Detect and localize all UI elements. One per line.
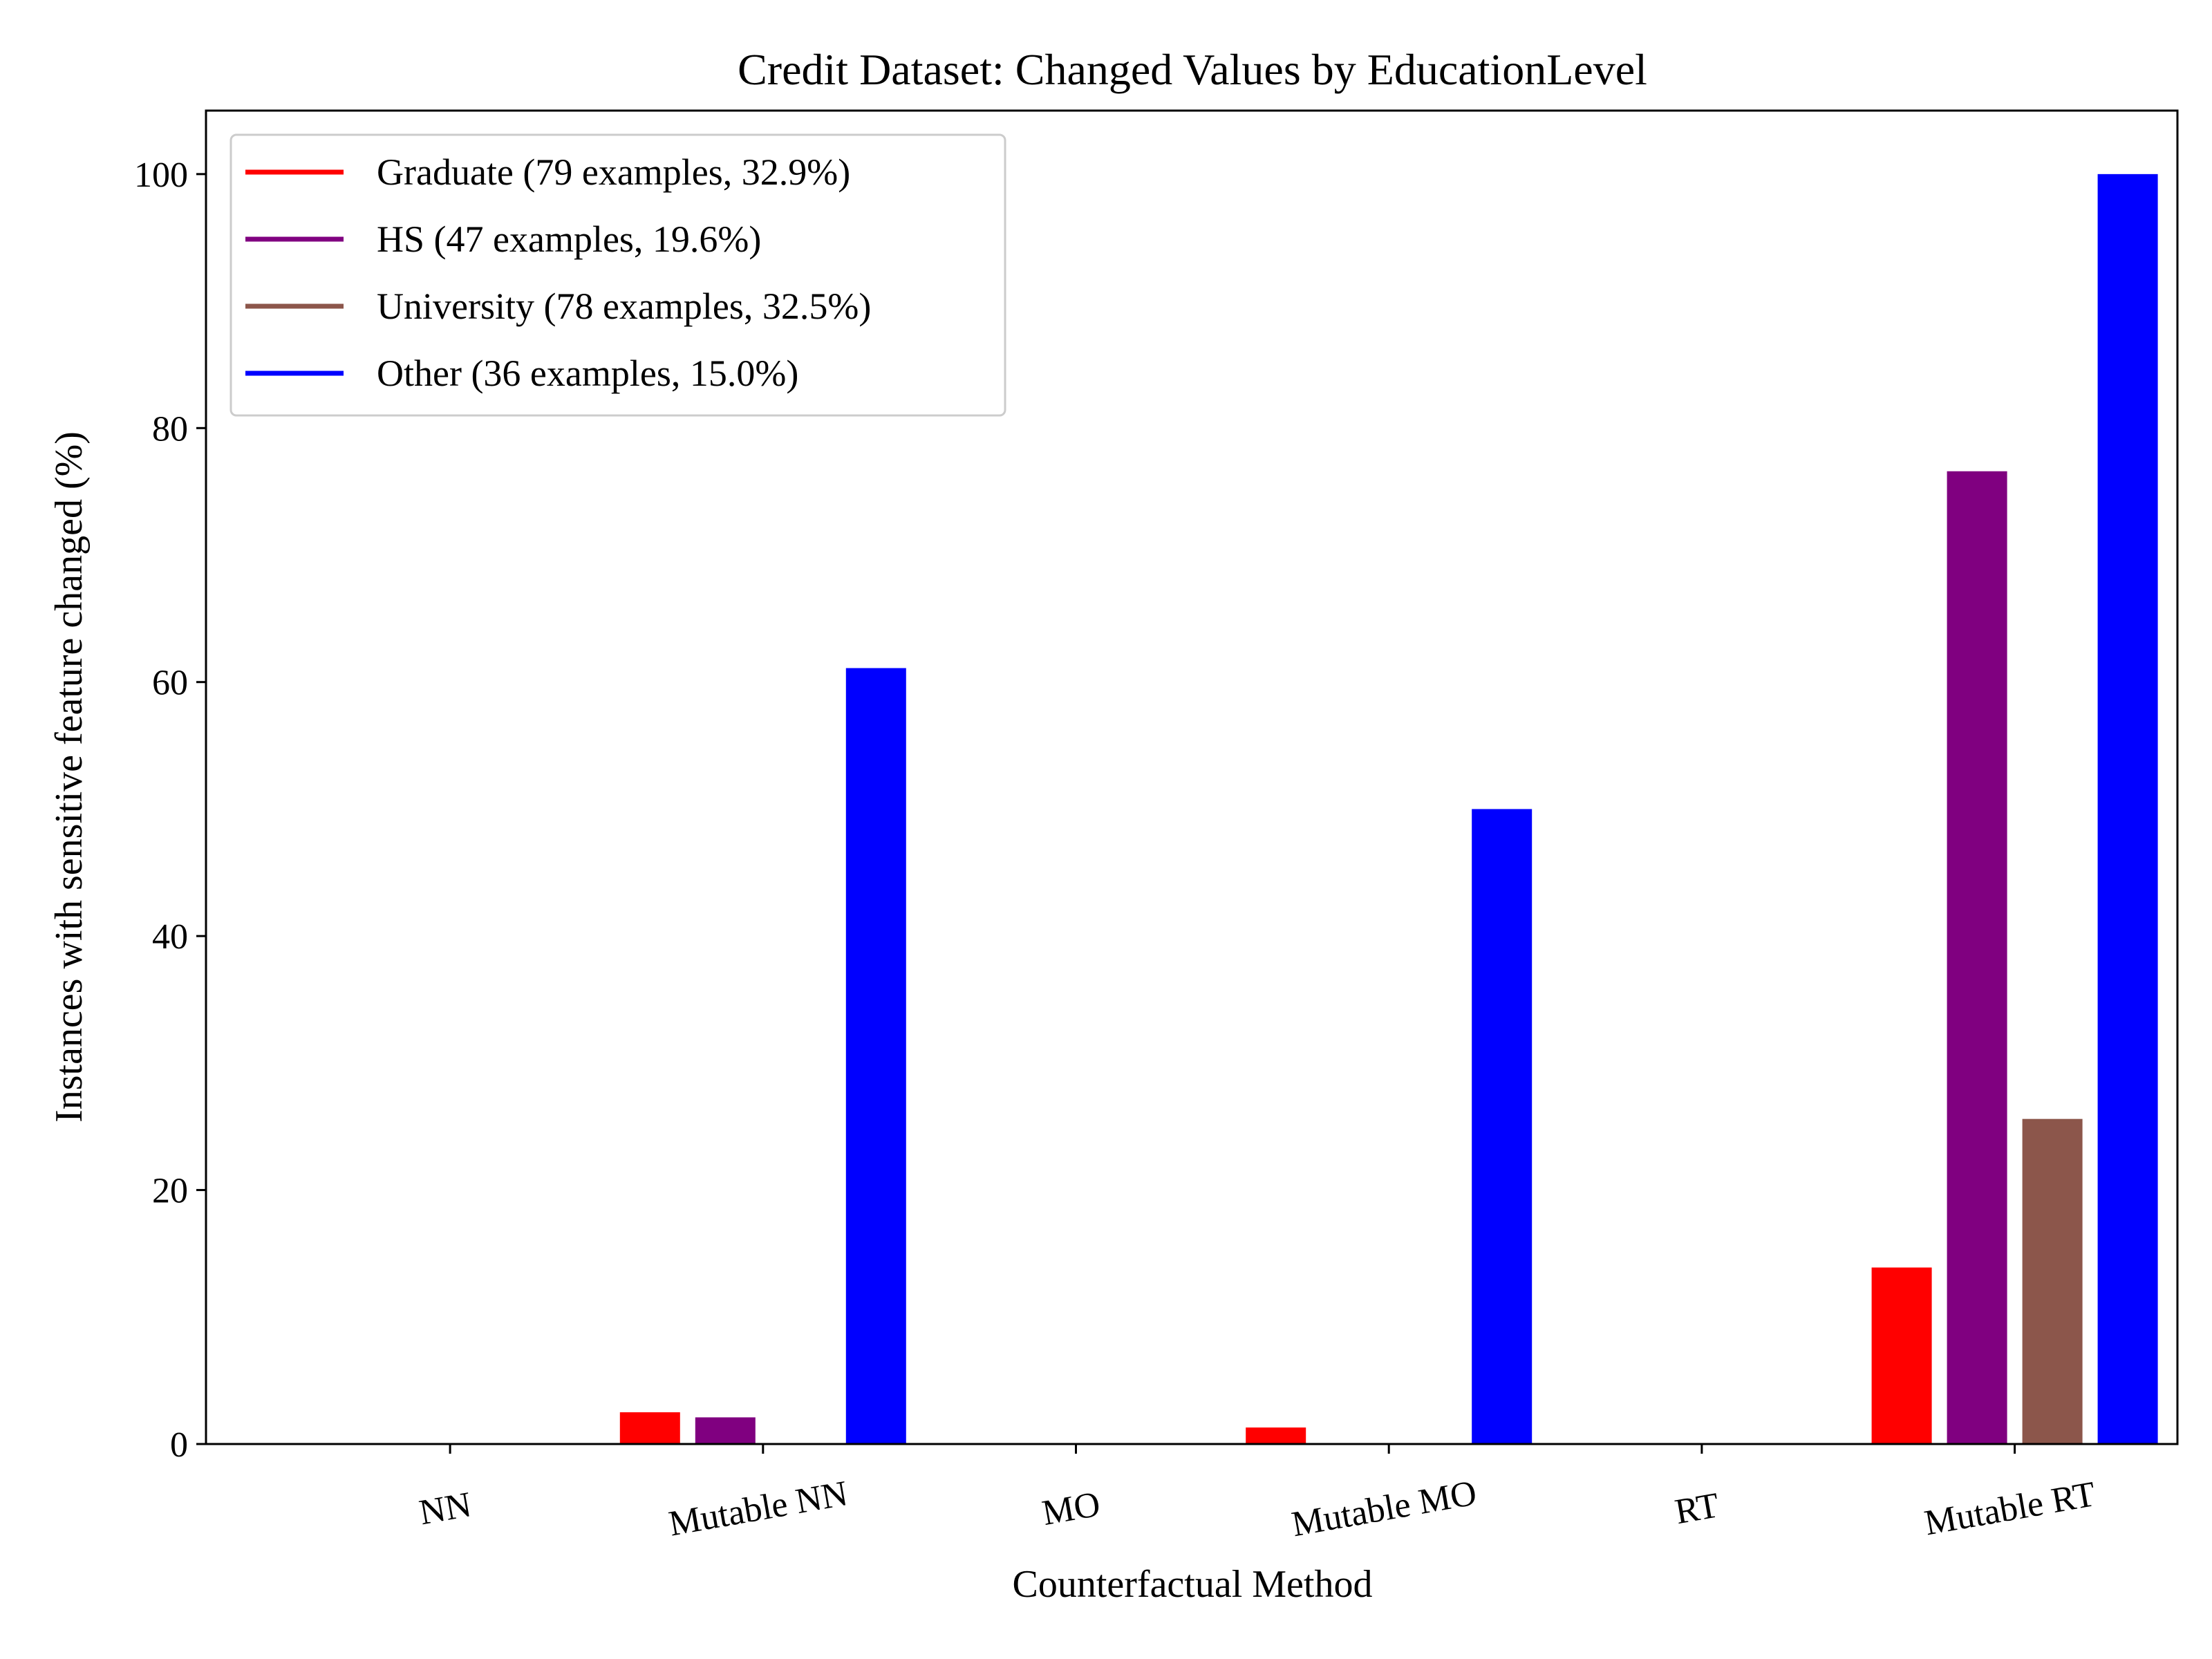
bar [619, 1412, 680, 1444]
bar [2097, 174, 2158, 1444]
x-tick-label: NN [416, 1485, 474, 1533]
x-axis: NN Mutable NN MO Mutable MO RT Mutable RT [416, 1444, 2099, 1544]
x-tick-label: Mutable RT [1922, 1474, 2099, 1543]
x-tick-label: MO [1039, 1484, 1103, 1533]
bar [1947, 471, 2007, 1445]
bar [695, 1417, 756, 1444]
y-tick-label: 100 [134, 156, 188, 195]
y-tick-label: 20 [152, 1172, 188, 1211]
bar [1472, 809, 1533, 1444]
legend-label: HS (47 examples, 19.6%) [377, 218, 761, 260]
bar [2022, 1118, 2083, 1444]
legend-label: University (78 examples, 32.5%) [377, 285, 871, 327]
x-axis-label: Counterfactual Method [1013, 1563, 1373, 1606]
legend-box [229, 133, 1006, 417]
y-axis-label: Instances with sensitive feature changed… [48, 431, 91, 1123]
bar [845, 668, 906, 1444]
x-tick-label: RT [1672, 1485, 1722, 1532]
bars-group [619, 174, 2158, 1445]
bar [1246, 1427, 1306, 1444]
x-tick-label: Mutable MO [1288, 1473, 1479, 1544]
legend-label: Other (36 examples, 15.0%) [377, 353, 798, 394]
y-axis: 0 20 40 60 80 100 [134, 156, 206, 1465]
x-tick-label: Mutable NN [666, 1474, 850, 1544]
y-tick-label: 40 [152, 917, 188, 957]
y-tick-label: 0 [170, 1425, 188, 1465]
legend: Graduate (79 examples, 32.9%) HS (47 exam… [229, 133, 1006, 417]
y-tick-label: 80 [152, 409, 188, 449]
legend-label: Graduate (79 examples, 32.9%) [377, 151, 850, 193]
plot-frame [205, 109, 2179, 1445]
chart-title: Credit Dataset: Changed Values by Educat… [738, 45, 1647, 94]
y-tick-label: 60 [152, 664, 188, 703]
bar [1871, 1267, 1932, 1444]
